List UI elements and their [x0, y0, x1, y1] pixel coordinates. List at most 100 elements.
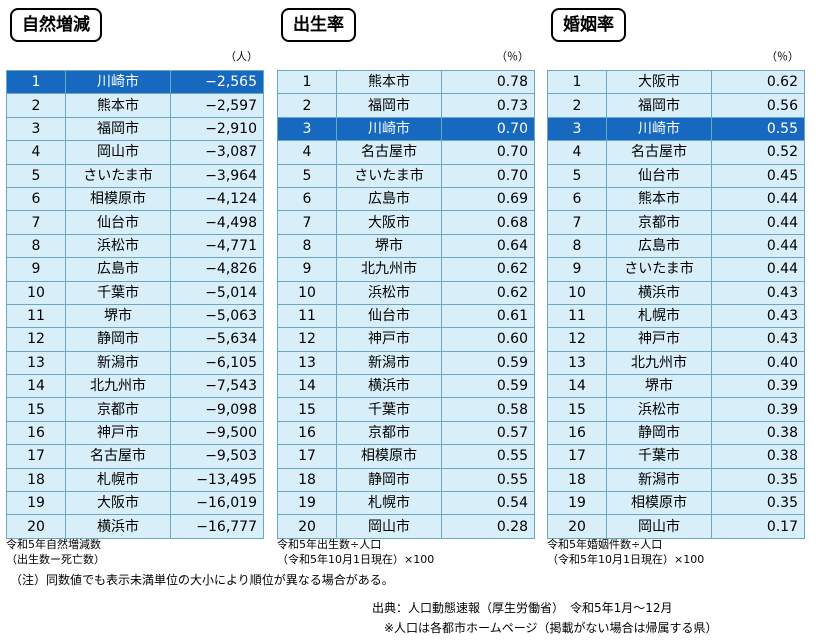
city-cell: 川崎市	[336, 116, 442, 142]
panel-title: 出生率	[281, 8, 356, 42]
value-cell: 0.59	[441, 374, 535, 399]
rank-cell: 3	[547, 116, 607, 142]
value-cell: 0.62	[441, 280, 535, 305]
city-cell: 札幌市	[65, 467, 171, 493]
rank-cell: 16	[547, 420, 607, 446]
rank-cell: 20	[277, 514, 337, 539]
table-row: 2 福岡市 0.73	[277, 93, 535, 118]
city-cell: 名古屋市	[65, 444, 171, 469]
source-note: 出典：人口動態速報（厚生労働省） 令和5年1月～12月	[372, 601, 673, 615]
value-cell: −5,014	[170, 280, 264, 305]
value-cell: 0.64	[441, 233, 535, 259]
value-cell: 0.43	[711, 327, 805, 352]
value-cell: 0.56	[711, 93, 805, 118]
city-cell: 堺市	[336, 233, 442, 259]
city-cell: 仙台市	[606, 163, 712, 188]
table-row: 10 横浜市 0.43	[547, 280, 805, 305]
table-row: 18 新潟市 0.35	[547, 467, 805, 493]
value-cell: 0.52	[711, 140, 805, 165]
table-row: 3 川崎市 0.55	[547, 116, 805, 142]
table-row: 14 堺市 0.39	[547, 374, 805, 399]
value-cell: −7,543	[170, 374, 264, 399]
city-cell: 千葉市	[65, 280, 171, 305]
rank-cell: 17	[547, 444, 607, 469]
table-row: 8 浜松市 −4,771	[6, 233, 264, 259]
value-cell: −16,019	[170, 491, 264, 516]
rank-cell: 19	[277, 491, 337, 516]
rank-cell: 15	[6, 397, 66, 422]
city-cell: 熊本市	[65, 93, 171, 118]
rank-cell: 10	[6, 280, 66, 305]
value-cell: −4,826	[170, 257, 264, 282]
rank-cell: 8	[277, 233, 337, 259]
table-row: 5 仙台市 0.45	[547, 163, 805, 188]
city-cell: さいたま市	[336, 163, 442, 188]
value-cell: −9,503	[170, 444, 264, 469]
rank-cell: 6	[277, 186, 337, 212]
ranking-table: 1 熊本市 0.78 2 福岡市 0.73 3 川崎市 0.70 4 名古屋市 0.70 5 さいたま市 0…	[277, 69, 535, 539]
table-row: 1 川崎市 −2,565	[6, 69, 264, 95]
table-row: 19 大阪市 −16,019	[6, 491, 264, 516]
table-row: 4 名古屋市 0.70	[277, 140, 535, 165]
city-cell: 静岡市	[65, 327, 171, 352]
city-cell: 川崎市	[65, 69, 171, 95]
rank-cell: 9	[547, 257, 607, 282]
city-cell: 大阪市	[606, 69, 712, 95]
value-cell: 0.55	[441, 467, 535, 493]
rank-cell: 13	[547, 350, 607, 376]
table-row: 15 京都市 −9,098	[6, 397, 264, 422]
panel-title: 自然増減	[10, 8, 102, 42]
value-cell: 0.59	[441, 350, 535, 376]
ranking-table: 1 大阪市 0.62 2 福岡市 0.56 3 川崎市 0.55 4 名古屋市 0.52 5 仙台市 0.4…	[547, 69, 805, 539]
city-cell: 岡山市	[336, 514, 442, 539]
ranking-panel: 出生率 （％） 1 熊本市 0.78 2 福岡市 0.73 3 川崎市 0.70 4 名古屋市 0.70 5…	[277, 8, 535, 566]
value-cell: −2,565	[170, 69, 264, 95]
city-cell: 大阪市	[336, 210, 442, 235]
rank-cell: 7	[6, 210, 66, 235]
formula-note: 令和5年自然増減数	[6, 538, 101, 551]
rank-cell: 13	[277, 350, 337, 376]
city-cell: 北九州市	[336, 257, 442, 282]
rank-cell: 6	[6, 186, 66, 212]
value-cell: 0.69	[441, 186, 535, 212]
city-cell: 広島市	[65, 257, 171, 282]
city-cell: 浜松市	[65, 233, 171, 259]
rank-cell: 6	[547, 186, 607, 212]
city-cell: 北九州市	[606, 350, 712, 376]
rank-cell: 5	[277, 163, 337, 188]
city-cell: 熊本市	[336, 69, 442, 95]
city-cell: 新潟市	[65, 350, 171, 376]
value-cell: −5,063	[170, 303, 264, 329]
value-cell: 0.58	[441, 397, 535, 422]
rank-cell: 19	[6, 491, 66, 516]
table-row: 15 浜松市 0.39	[547, 397, 805, 422]
rank-cell: 19	[547, 491, 607, 516]
rank-cell: 11	[547, 303, 607, 329]
table-row: 5 さいたま市 −3,964	[6, 163, 264, 188]
unit-label: （％）	[496, 50, 529, 63]
value-cell: −4,771	[170, 233, 264, 259]
table-row: 3 福岡市 −2,910	[6, 116, 264, 142]
table-row: 4 名古屋市 0.52	[547, 140, 805, 165]
city-cell: 神戸市	[336, 327, 442, 352]
rank-cell: 20	[6, 514, 66, 539]
city-cell: 静岡市	[606, 420, 712, 446]
rank-cell: 10	[277, 280, 337, 305]
table-row: 19 相模原市 0.35	[547, 491, 805, 516]
rank-cell: 8	[547, 233, 607, 259]
table-row: 17 名古屋市 −9,503	[6, 444, 264, 469]
rank-cell: 13	[6, 350, 66, 376]
value-cell: 0.39	[711, 374, 805, 399]
caution-note: （注）同数値でも表示未満単位の大小により順位が異なる場合がある。	[10, 573, 394, 587]
rank-cell: 3	[6, 116, 66, 142]
value-cell: 0.62	[711, 69, 805, 95]
city-cell: 神戸市	[65, 420, 171, 446]
table-row: 9 北九州市 0.62	[277, 257, 535, 282]
value-cell: 0.44	[711, 257, 805, 282]
table-row: 11 仙台市 0.61	[277, 303, 535, 329]
value-cell: 0.70	[441, 163, 535, 188]
city-cell: 千葉市	[606, 444, 712, 469]
city-cell: 新潟市	[606, 467, 712, 493]
city-cell: 横浜市	[65, 514, 171, 539]
rank-cell: 17	[277, 444, 337, 469]
